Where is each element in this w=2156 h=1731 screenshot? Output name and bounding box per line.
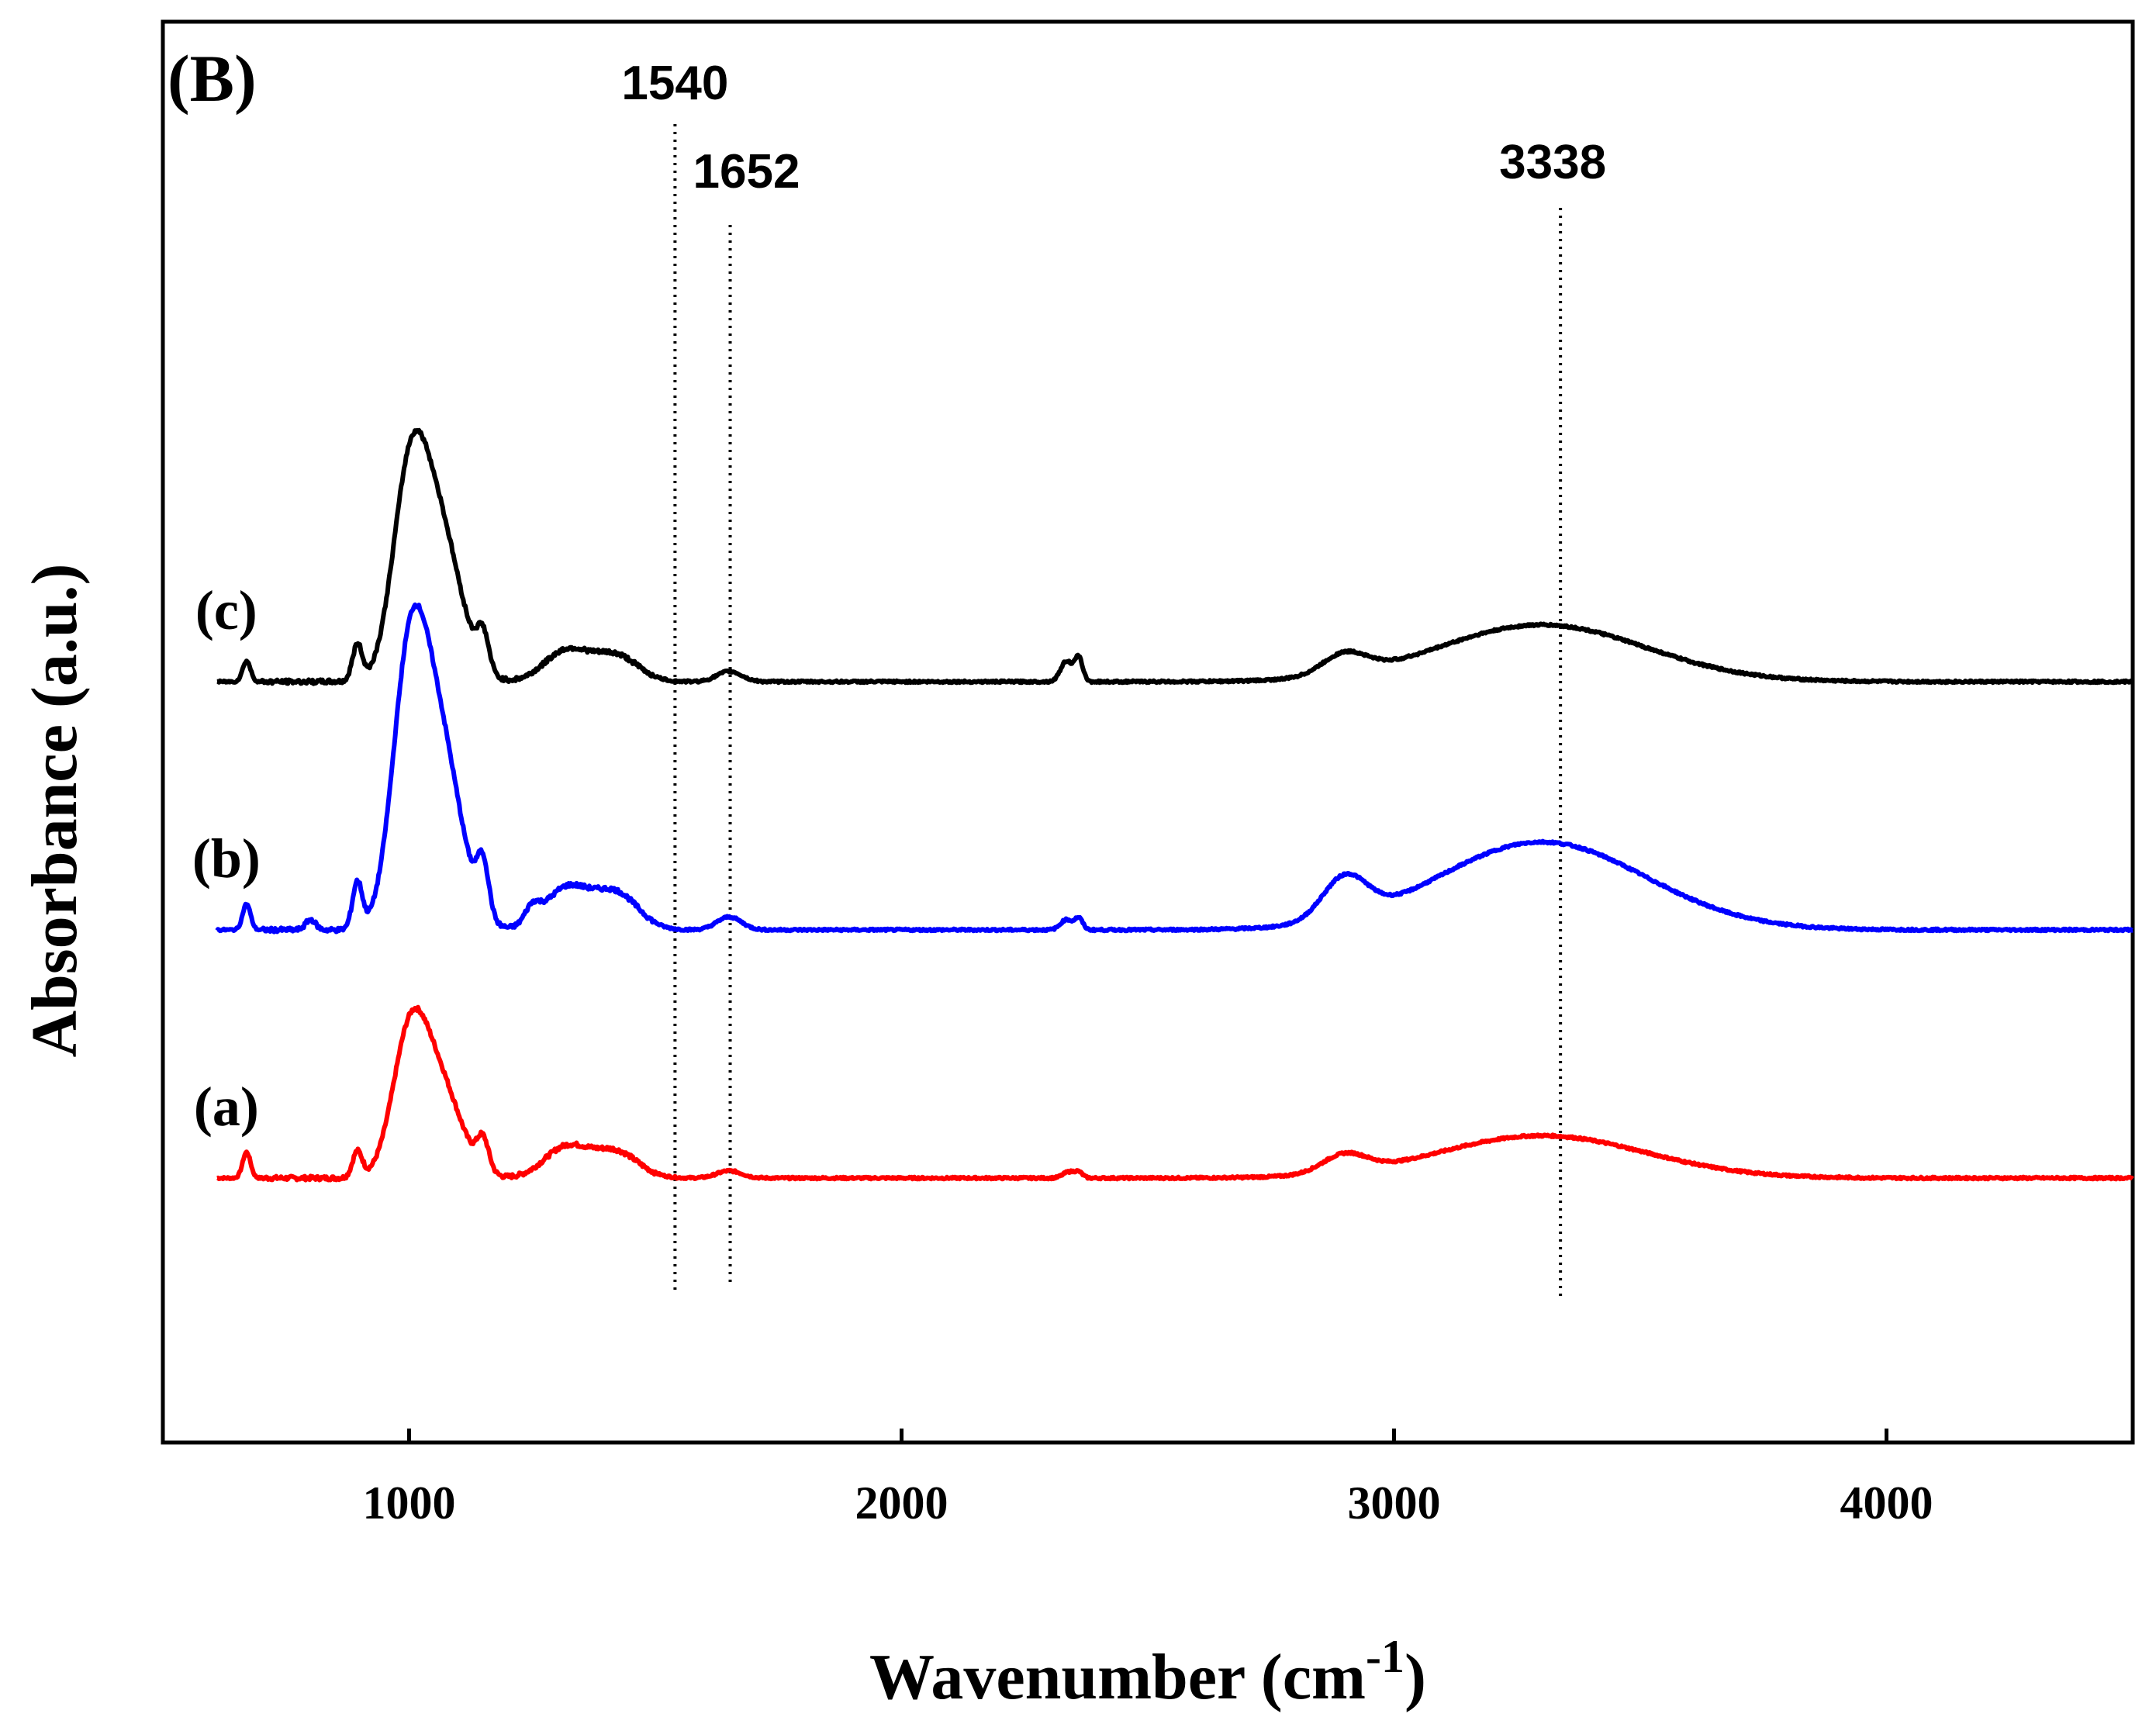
peak-annotations: 1540 1652 3338 — [621, 57, 1606, 1301]
x-axis-title: Wavenumber (cm-1) — [869, 1631, 1426, 1713]
panel-label: (B) — [168, 41, 257, 116]
x-axis-ticks: 1000 2000 3000 4000 — [363, 1429, 1933, 1529]
annotation-label-3338: 3338 — [1499, 136, 1606, 189]
annotation-label-1652: 1652 — [693, 145, 800, 199]
x-axis-title-close: ) — [1405, 1641, 1426, 1713]
series-line-a — [216, 1004, 2134, 1183]
series-label-c: (c) — [195, 579, 257, 641]
series-label-a: (a) — [194, 1076, 259, 1138]
x-tick-label-3000: 3000 — [1348, 1477, 1441, 1529]
y-axis-title: Absorbance (a.u.) — [19, 563, 91, 1057]
series-label-b: (b) — [192, 827, 261, 890]
series-line-c — [216, 427, 2134, 686]
series-labels: (a) (b) (c) — [192, 579, 261, 1138]
x-tick-label-4000: 4000 — [1840, 1477, 1933, 1529]
series-line-b — [215, 602, 2134, 935]
plot-frame — [161, 19, 2135, 1445]
x-tick-label-1000: 1000 — [363, 1477, 456, 1529]
x-tick-label-2000: 2000 — [855, 1477, 948, 1529]
x-axis-title-main: Wavenumber (cm — [869, 1641, 1366, 1713]
x-axis-title-superscript: -1 — [1366, 1631, 1405, 1682]
spectra-traces — [215, 427, 2134, 1183]
annotation-label-1540: 1540 — [621, 57, 728, 110]
